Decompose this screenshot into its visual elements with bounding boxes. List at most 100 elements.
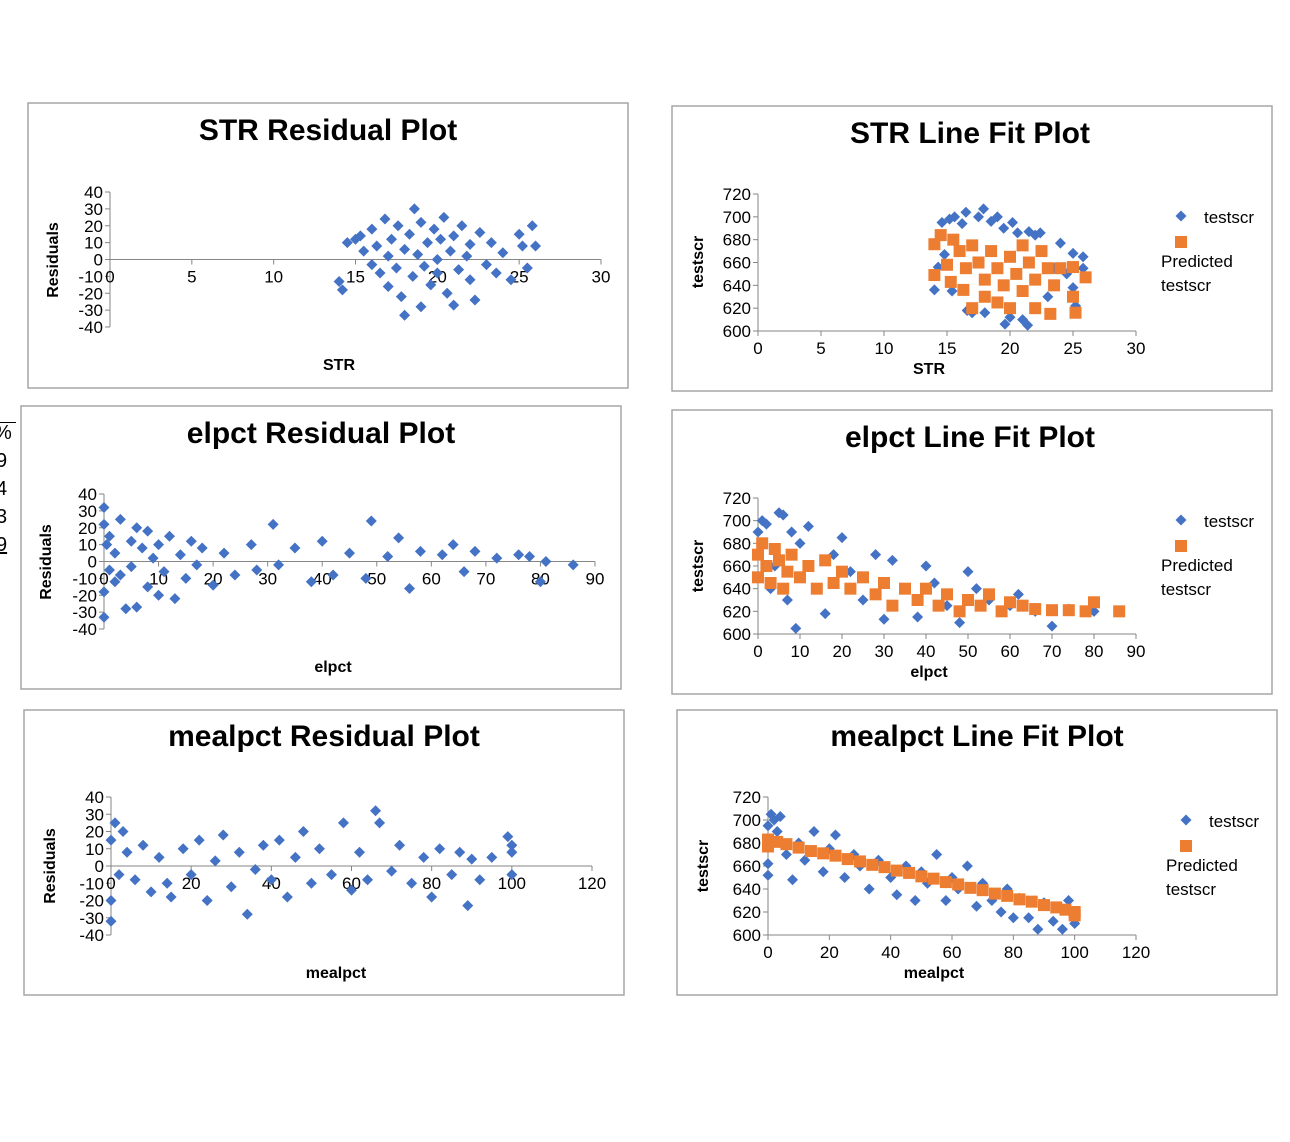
data-point-diamond <box>534 576 546 588</box>
data-point-diamond <box>158 566 170 578</box>
data-point-diamond <box>513 549 525 561</box>
y-tick-label: -20 <box>72 586 97 605</box>
data-point-square <box>878 861 891 874</box>
data-point-square <box>941 258 953 271</box>
data-point-diamond <box>506 846 518 858</box>
fragment-text: 9 <box>0 534 8 556</box>
x-tick-label: 15 <box>346 268 365 287</box>
data-point-diamond <box>337 817 349 829</box>
y-tick-label: 700 <box>733 811 761 830</box>
y-axis-label: Residuals <box>45 222 62 298</box>
x-tick-label: 120 <box>1122 943 1150 962</box>
data-point-diamond <box>165 891 177 903</box>
data-point-diamond <box>506 839 518 851</box>
x-tick-label: 15 <box>938 339 957 358</box>
data-point-diamond <box>105 834 117 846</box>
data-point-diamond <box>1042 291 1054 303</box>
data-point-diamond <box>131 601 143 613</box>
data-point-square <box>1048 279 1061 292</box>
x-tick-label: 20 <box>1001 339 1020 358</box>
legend-marker-predicted <box>1175 236 1187 248</box>
data-point-square <box>869 588 882 601</box>
data-point-square <box>829 849 842 862</box>
y-axis-label: Residuals <box>38 524 55 600</box>
data-point-diamond <box>399 309 411 321</box>
data-point-square <box>827 577 840 589</box>
data-point-diamond <box>358 245 370 257</box>
legend-label-predicted: testscr <box>1161 276 1211 295</box>
data-point-diamond <box>354 230 366 242</box>
data-point-diamond <box>891 889 903 901</box>
data-point-square <box>752 571 764 584</box>
data-point-diamond <box>174 549 186 561</box>
data-point-diamond <box>999 318 1011 330</box>
data-point-diamond <box>458 566 470 578</box>
y-axis-label: testscr <box>690 540 707 592</box>
data-point-diamond <box>418 851 430 863</box>
data-point-square <box>1068 909 1081 922</box>
data-point-diamond <box>1063 895 1075 906</box>
data-point-square <box>983 588 995 601</box>
data-point-square <box>866 858 879 871</box>
chart-border <box>676 709 1278 996</box>
data-point-diamond <box>399 243 411 255</box>
data-point-diamond <box>129 874 141 886</box>
data-point-diamond <box>404 583 416 594</box>
data-point-diamond <box>995 906 1007 918</box>
data-point-diamond <box>513 228 525 240</box>
data-point-diamond <box>125 535 137 547</box>
data-point-square <box>768 543 781 555</box>
data-point-diamond <box>407 270 419 282</box>
data-point-square <box>1001 889 1014 902</box>
data-point-diamond <box>117 826 129 837</box>
data-point-diamond <box>431 254 443 265</box>
data-point-diamond <box>425 279 437 291</box>
y-tick-label: -40 <box>78 318 103 337</box>
y-tick-label: 640 <box>723 580 751 599</box>
data-point-diamond <box>362 874 374 886</box>
x-tick-label: 80 <box>422 874 441 893</box>
data-point-diamond <box>829 829 841 841</box>
x-tick-label: 10 <box>791 642 810 661</box>
data-point-diamond <box>1077 251 1089 263</box>
data-point-diamond <box>365 515 377 527</box>
x-tick-label: 40 <box>313 570 332 589</box>
x-axis-label: STR <box>323 357 355 374</box>
y-tick-label: 10 <box>78 536 97 555</box>
x-axis-label: elpct <box>314 659 352 676</box>
chart-title: mealpct Line Fit Plot <box>830 720 1123 753</box>
y-tick-label: 620 <box>723 602 751 621</box>
data-point-diamond <box>1056 923 1068 935</box>
data-point-square <box>964 881 977 894</box>
data-point-diamond <box>781 594 793 606</box>
data-point-diamond <box>207 579 219 591</box>
data-point-diamond <box>103 530 115 542</box>
data-point-diamond <box>251 564 263 576</box>
data-point-diamond <box>422 237 434 249</box>
data-point-diamond <box>153 851 165 863</box>
data-point-diamond <box>161 877 173 889</box>
data-point-diamond <box>382 550 394 562</box>
data-point-square <box>932 599 945 612</box>
data-point-diamond <box>418 260 430 272</box>
data-point-diamond <box>414 545 426 557</box>
data-point-diamond <box>453 264 465 276</box>
data-point-diamond <box>438 211 450 223</box>
data-point-diamond <box>336 284 348 296</box>
data-point-diamond <box>940 895 952 906</box>
y-tick-label: 680 <box>733 834 761 853</box>
data-point-diamond <box>464 274 476 286</box>
legend-label-predicted: Predicted <box>1161 252 1233 271</box>
data-point-diamond <box>360 572 372 584</box>
x-tick-label: 20 <box>833 642 852 661</box>
fragment-text: 4 <box>0 478 8 500</box>
data-point-diamond <box>497 247 509 259</box>
data-point-square <box>995 605 1008 618</box>
legend: testscr Predicted testscr <box>1161 208 1254 295</box>
data-point-square <box>1054 262 1067 275</box>
data-point-diamond <box>241 908 253 920</box>
y-axis-label: testscr <box>690 236 707 288</box>
x-tick-label: 60 <box>342 874 361 893</box>
data-point-square <box>991 296 1004 309</box>
chart-title: elpct Line Fit Plot <box>845 421 1095 454</box>
